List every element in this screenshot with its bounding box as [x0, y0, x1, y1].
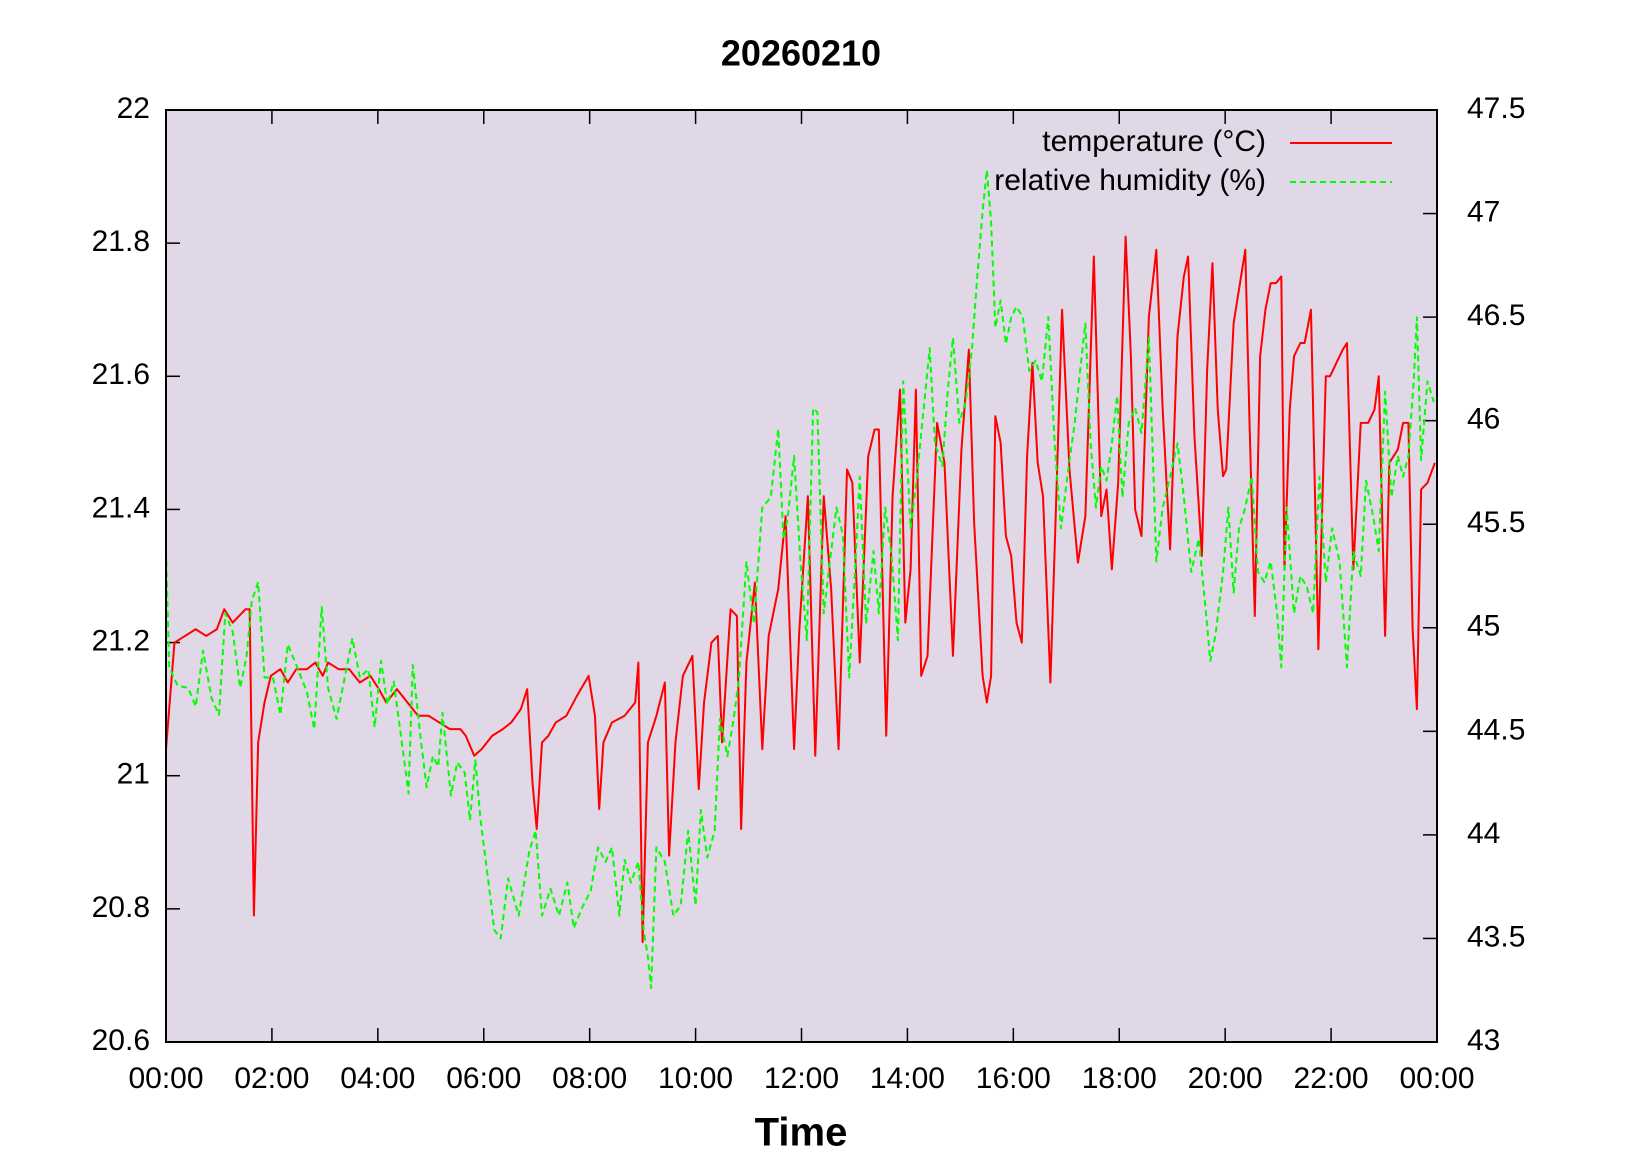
x-tick-label: 02:00 — [234, 1062, 309, 1095]
data-line — [165, 169, 1435, 990]
y-tick-label: 20.6 — [92, 1024, 150, 1057]
y-tick-label: 20.8 — [92, 891, 150, 924]
y-tick-label: 21.6 — [92, 358, 150, 391]
y2-tick-label: 47.5 — [1467, 92, 1525, 125]
x-tick-label: 00:00 — [1399, 1062, 1474, 1095]
x-tick-label: 04:00 — [340, 1062, 415, 1095]
chart-title: 20260210 — [721, 33, 881, 74]
legend-label: temperature (°C) — [1042, 125, 1266, 158]
y2-tick-label: 45 — [1467, 610, 1500, 643]
x-tick-label: 14:00 — [870, 1062, 945, 1095]
y2-tick-label: 45.5 — [1467, 506, 1525, 539]
y2-tick-label: 43 — [1467, 1024, 1500, 1057]
plot-frame — [165, 109, 1438, 1043]
y2-tick-label: 46 — [1467, 403, 1500, 436]
y-tick-label: 22 — [117, 92, 150, 125]
x-tick-label: 08:00 — [552, 1062, 627, 1095]
x-tick-label: 20:00 — [1188, 1062, 1263, 1095]
y2-tick-label: 43.5 — [1467, 920, 1525, 953]
y2-tick-label: 44 — [1467, 817, 1500, 850]
y2-tick-label: 47 — [1467, 195, 1500, 228]
x-tick-label: 12:00 — [764, 1062, 839, 1095]
y-tick-label: 21 — [117, 758, 150, 791]
y-tick-label: 21.4 — [92, 491, 150, 524]
legend-label: relative humidity (%) — [994, 164, 1266, 197]
y-tick-label: 21.8 — [92, 225, 150, 258]
x-tick-label: 00:00 — [128, 1062, 203, 1095]
data-line — [165, 235, 1436, 944]
x-tick-label: 18:00 — [1082, 1062, 1157, 1095]
x-axis-title: Time — [755, 1111, 848, 1155]
x-tick-label: 16:00 — [976, 1062, 1051, 1095]
y2-tick-label: 46.5 — [1467, 299, 1525, 332]
y-tick-label: 21.2 — [92, 624, 150, 657]
x-tick-label: 06:00 — [446, 1062, 521, 1095]
x-tick-label: 10:00 — [658, 1062, 733, 1095]
y2-tick-label: 44.5 — [1467, 713, 1525, 746]
x-tick-label: 22:00 — [1294, 1062, 1369, 1095]
